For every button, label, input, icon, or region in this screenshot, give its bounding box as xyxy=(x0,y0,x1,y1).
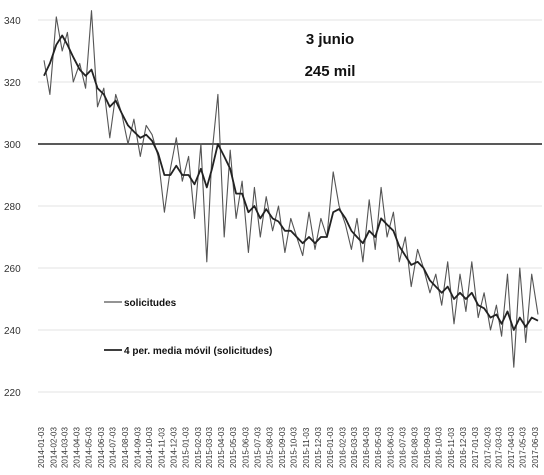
x-tick-label: 2016-12-03 xyxy=(459,427,468,468)
x-tick-label: 2016-05-03 xyxy=(374,427,383,468)
y-tick-label: 340 xyxy=(4,16,21,27)
x-tick-label: 2016-07-03 xyxy=(398,427,407,468)
x-tick-label: 2014-04-03 xyxy=(73,427,82,468)
x-tick-label: 2015-07-03 xyxy=(253,427,262,468)
x-tick-label: 2015-08-03 xyxy=(266,427,275,468)
x-tick-label: 2017-03-03 xyxy=(495,427,504,468)
x-tick-label: 2016-03-03 xyxy=(350,427,359,468)
x-tick-label: 2014-09-03 xyxy=(133,427,142,468)
x-tick-label: 2014-02-03 xyxy=(49,427,58,468)
x-tick-label: 2015-06-03 xyxy=(241,427,250,468)
series-line-media-movil xyxy=(43,34,539,331)
x-tick-label: 2017-02-03 xyxy=(483,427,492,468)
annotation-line2: 245 mil xyxy=(305,63,356,80)
y-axis-ticks: 220 240 260 280 300 320 340 xyxy=(4,16,21,399)
y-tick-label: 240 xyxy=(4,326,21,337)
x-tick-label: 2016-11-03 xyxy=(447,427,456,468)
x-tick-label: 2017-01-03 xyxy=(471,427,480,468)
x-tick-label: 2014-06-03 xyxy=(97,427,106,468)
x-tick-label: 2014-05-03 xyxy=(85,427,94,468)
x-tick-label: 2016-10-03 xyxy=(435,427,444,468)
x-tick-label: 2016-06-03 xyxy=(386,427,395,468)
series-lines xyxy=(43,10,539,368)
x-tick-label: 2016-02-03 xyxy=(338,427,347,468)
y-tick-label: 220 xyxy=(4,388,21,399)
x-tick-label: 2015-09-03 xyxy=(278,427,287,468)
x-tick-label: 2014-11-03 xyxy=(157,427,166,468)
x-tick-label: 2015-05-03 xyxy=(229,427,238,468)
x-tick-label: 2015-04-03 xyxy=(217,427,226,468)
x-tick-label: 2014-01-03 xyxy=(37,427,46,468)
x-tick-label: 2016-09-03 xyxy=(423,427,432,468)
legend: solicitudes 4 per. media móvil (solicitud… xyxy=(104,298,272,357)
x-tick-label: 2015-12-03 xyxy=(314,427,323,468)
x-tick-label: 2015-01-03 xyxy=(182,427,191,468)
x-tick-label: 2014-12-03 xyxy=(169,427,178,468)
x-tick-label: 2015-11-03 xyxy=(302,427,311,468)
x-tick-label: 2017-04-03 xyxy=(507,427,516,468)
x-tick-label: 2016-01-03 xyxy=(326,427,335,468)
annotation-line1: 3 junio xyxy=(306,31,354,48)
gridlines xyxy=(38,19,542,393)
legend-label: solicitudes xyxy=(124,298,177,309)
x-tick-label: 2015-02-03 xyxy=(194,427,203,468)
x-tick-label: 2014-10-03 xyxy=(145,427,154,468)
y-tick-label: 320 xyxy=(4,78,21,89)
x-tick-label: 2015-03-03 xyxy=(205,427,214,468)
x-tick-label: 2014-08-03 xyxy=(121,427,130,468)
y-tick-label: 280 xyxy=(4,202,21,213)
y-tick-label: 260 xyxy=(4,264,21,275)
legend-label: 4 per. media móvil (solicitudes) xyxy=(124,346,272,357)
series-line-solicitudes xyxy=(43,10,539,368)
x-tick-label: 2017-06-03 xyxy=(531,427,540,468)
y-tick-label: 300 xyxy=(4,140,21,151)
x-tick-label: 2014-03-03 xyxy=(60,427,69,468)
x-tick-label: 2014-07-03 xyxy=(109,427,118,468)
x-tick-label: 2017-05-03 xyxy=(519,427,528,468)
annotation: 3 junio 245 mil xyxy=(305,31,356,80)
x-tick-label: 2016-04-03 xyxy=(362,427,371,468)
x-tick-label: 2016-08-03 xyxy=(411,427,420,468)
x-tick-label: 2015-10-03 xyxy=(290,427,299,468)
x-axis-ticks: 2014-01-03 2014-02-03 2014-03-03 2014-04-03… xyxy=(37,427,540,468)
